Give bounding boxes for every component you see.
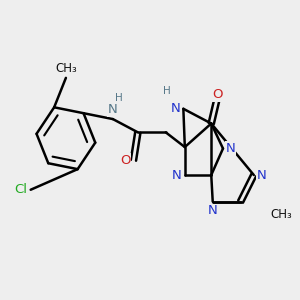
Text: N: N [172, 169, 182, 182]
Text: O: O [212, 88, 222, 101]
Text: O: O [120, 154, 130, 167]
Text: N: N [257, 169, 266, 182]
Text: CH₃: CH₃ [270, 208, 292, 221]
Text: N: N [171, 102, 180, 115]
Text: N: N [108, 103, 118, 116]
Text: H: H [115, 93, 123, 103]
Text: N: N [226, 142, 236, 155]
Text: CH₃: CH₃ [55, 62, 77, 75]
Text: H: H [163, 85, 171, 95]
Text: Cl: Cl [15, 183, 28, 196]
Text: N: N [208, 205, 218, 218]
